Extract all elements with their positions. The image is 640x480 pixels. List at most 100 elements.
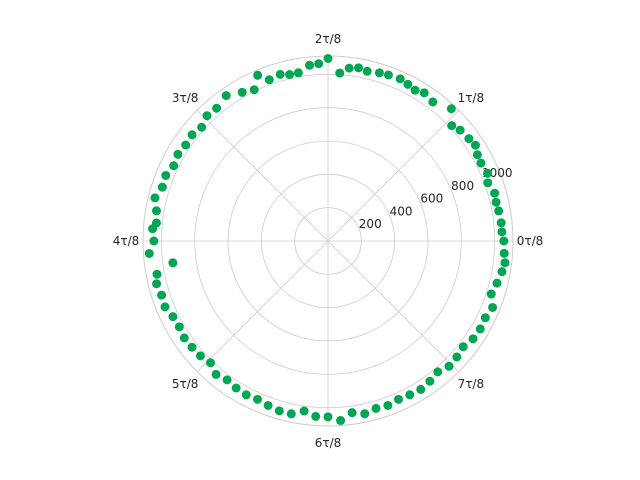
data-point <box>458 342 468 352</box>
angular-tick-label: 5τ/8 <box>172 377 199 391</box>
data-point <box>483 178 493 188</box>
data-point <box>405 390 415 400</box>
data-point <box>286 409 296 419</box>
data-point <box>446 104 456 114</box>
polar-grid <box>142 55 514 427</box>
data-point <box>274 406 284 416</box>
data-point <box>212 103 222 113</box>
data-point <box>179 333 189 343</box>
angular-tick-label: 6τ/8 <box>315 436 342 450</box>
radial-tick-label: 800 <box>451 179 474 193</box>
radial-tick-label: 200 <box>359 217 382 231</box>
data-point <box>181 140 191 150</box>
data-point <box>403 79 413 89</box>
data-point <box>497 227 507 237</box>
angular-tick-label: 3τ/8 <box>172 91 199 105</box>
data-point <box>383 400 393 410</box>
data-point <box>314 59 324 69</box>
angular-tick-label: 7τ/8 <box>458 377 485 391</box>
radial-grid-circle-4 <box>160 73 496 409</box>
data-point <box>447 121 457 131</box>
data-point <box>187 342 197 352</box>
data-point <box>211 369 221 379</box>
data-point <box>383 70 393 80</box>
radial-grid-circle-2 <box>227 140 429 342</box>
data-point <box>285 70 295 80</box>
data-point <box>362 66 372 76</box>
data-point <box>222 375 232 385</box>
data-point <box>305 60 315 70</box>
data-point <box>394 394 403 404</box>
data-point <box>148 224 158 234</box>
data-point <box>144 249 154 258</box>
data-point <box>173 149 183 159</box>
data-point <box>168 258 178 268</box>
data-point <box>371 403 381 413</box>
data-point <box>161 170 171 180</box>
data-point <box>323 412 333 422</box>
data-point <box>480 313 490 323</box>
data-point <box>231 383 241 393</box>
radial-tick-label: 400 <box>390 204 413 218</box>
angular-tick-label: 4τ/8 <box>113 234 140 248</box>
data-point <box>374 68 384 78</box>
angular-tick-label: 1τ/8 <box>458 91 485 105</box>
data-point <box>293 68 303 78</box>
data-point <box>152 279 162 289</box>
data-point <box>410 85 420 95</box>
data-point <box>168 312 178 322</box>
data-point <box>149 236 159 246</box>
data-point <box>452 352 462 362</box>
data-point <box>475 324 485 334</box>
data-point <box>496 218 506 228</box>
data-point <box>416 384 426 394</box>
data-point <box>237 87 247 97</box>
data-point <box>336 416 346 426</box>
data-point <box>347 408 357 418</box>
data-point <box>174 322 184 332</box>
data-point <box>492 278 502 288</box>
data-point <box>264 75 274 85</box>
data-point <box>150 193 160 203</box>
data-point <box>499 248 509 258</box>
angular-tick-label: 2τ/8 <box>315 32 342 46</box>
radial-grid-circle-1 <box>260 173 396 309</box>
data-point <box>169 161 179 171</box>
data-point <box>157 182 167 192</box>
data-point <box>490 188 500 198</box>
data-points <box>144 54 510 426</box>
data-point <box>468 334 478 344</box>
data-point <box>497 267 507 277</box>
angular-grid-line-7 <box>327 240 460 373</box>
data-point <box>486 289 496 299</box>
data-point <box>157 290 167 300</box>
data-point <box>195 351 205 361</box>
data-point <box>311 411 321 421</box>
radial-grid-circle-0 <box>294 207 362 275</box>
data-point <box>428 97 438 107</box>
data-point <box>476 158 486 168</box>
data-point <box>152 269 162 279</box>
angular-grid-line-5 <box>196 240 329 373</box>
angular-tick-labels: 0τ/8 1τ/8 2τ/8 3τ/8 4τ/8 5τ/8 6τ/8 7τ/8 <box>113 32 544 450</box>
data-point <box>354 63 364 73</box>
data-point <box>202 111 212 121</box>
angular-grid-line-3 <box>196 109 329 242</box>
data-point <box>455 125 465 135</box>
data-point <box>323 54 333 63</box>
data-point <box>360 409 370 419</box>
data-point <box>253 70 263 80</box>
data-point <box>470 140 480 150</box>
data-point <box>500 258 510 268</box>
data-point <box>249 85 259 95</box>
angular-tick-label: 0τ/8 <box>517 234 544 248</box>
data-point <box>299 406 309 416</box>
data-point <box>488 302 498 312</box>
data-point <box>275 69 285 79</box>
data-point <box>472 150 482 160</box>
angular-grid-line-1 <box>327 109 460 242</box>
data-point <box>425 376 435 386</box>
data-point <box>419 88 429 98</box>
radial-grid-circle-3 <box>194 107 462 375</box>
